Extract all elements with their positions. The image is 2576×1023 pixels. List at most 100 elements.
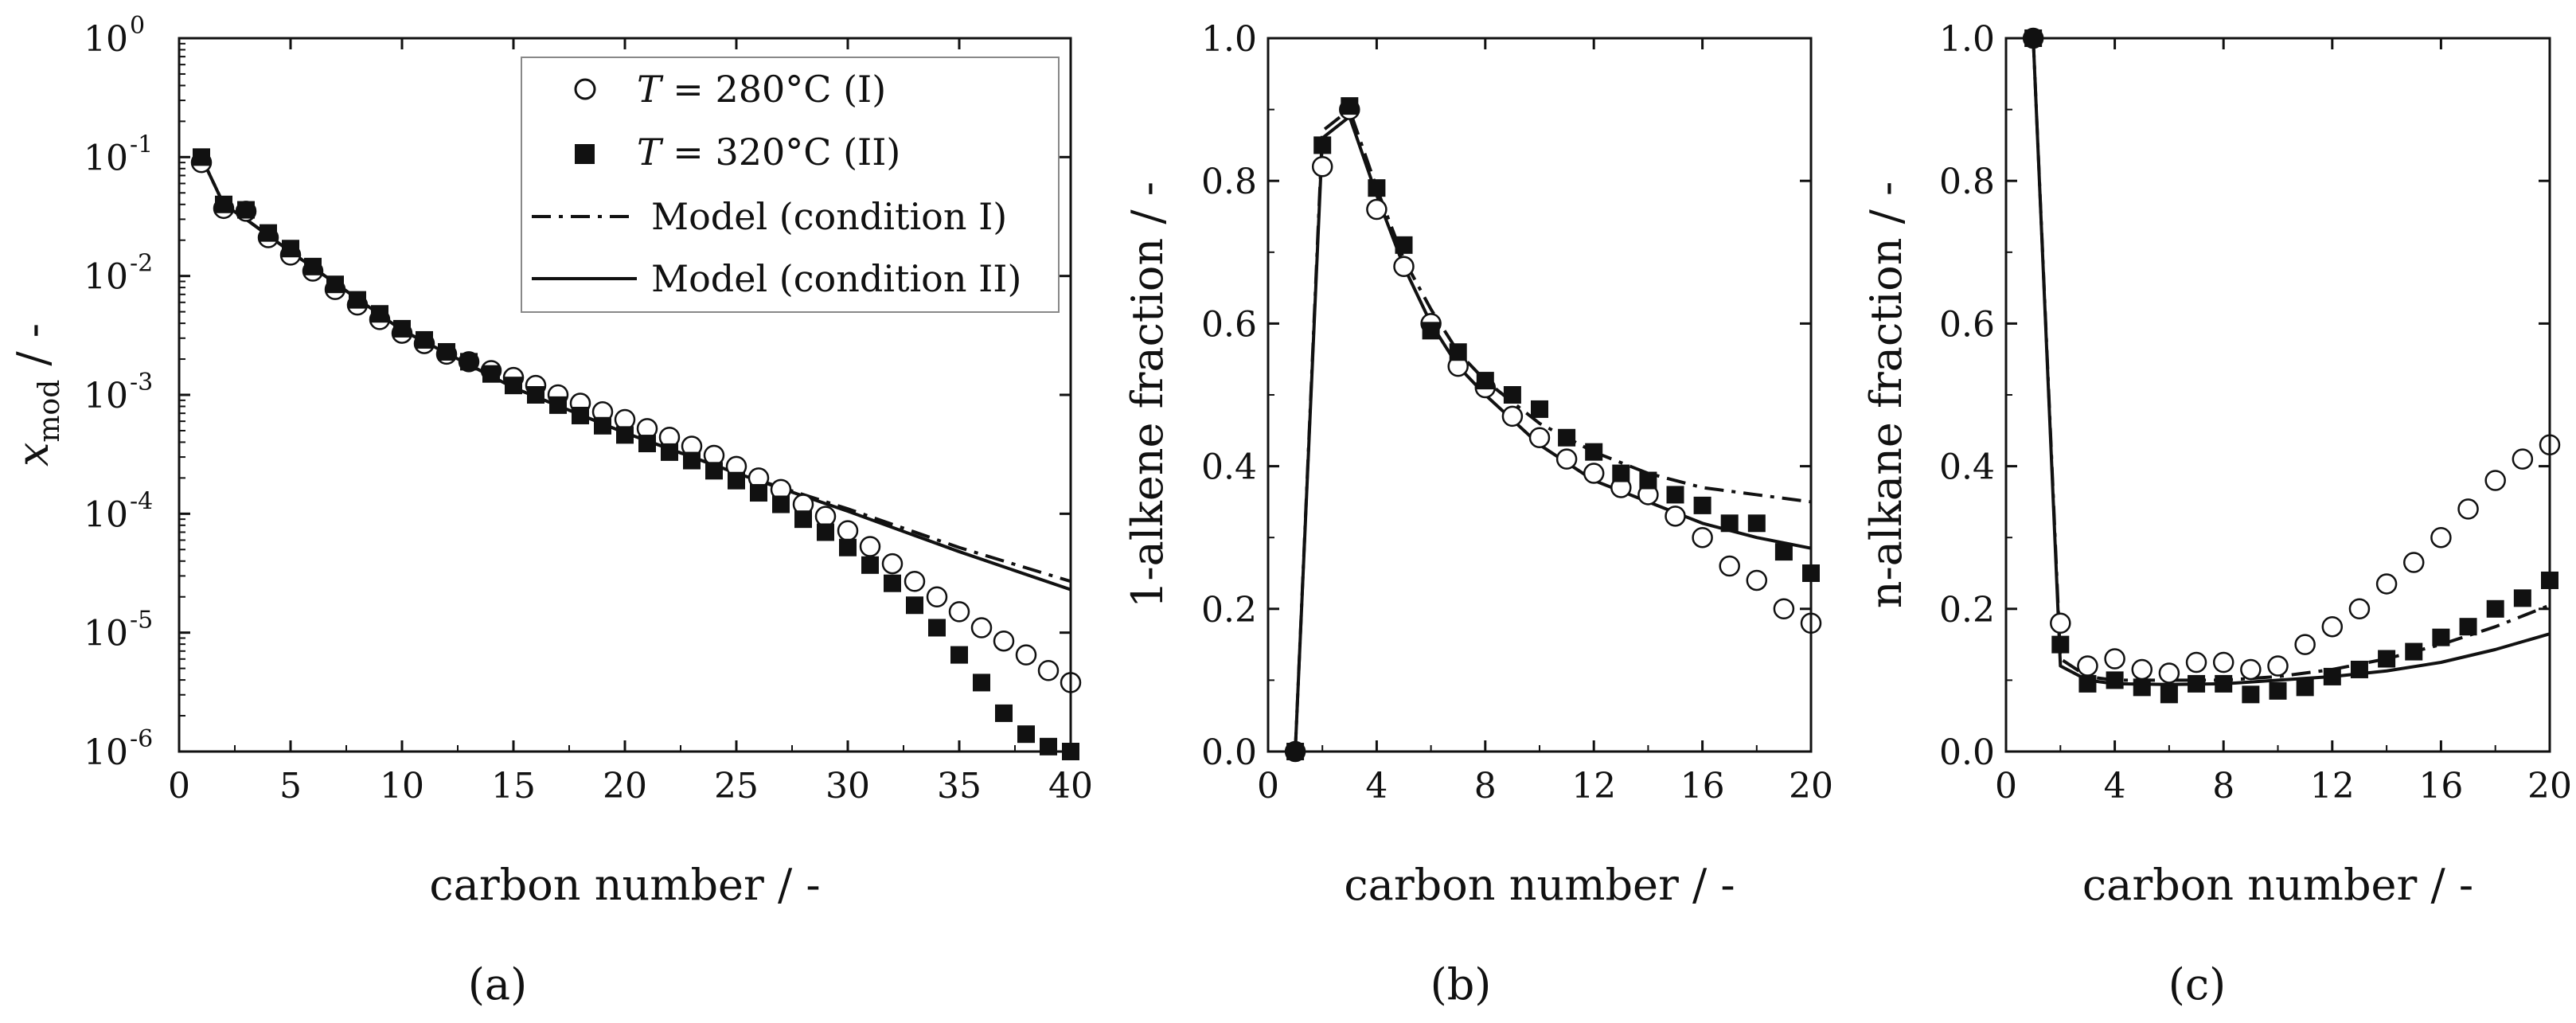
data-point-280: [814, 506, 837, 527]
data-point-320: [750, 484, 767, 502]
data-point-320: [728, 471, 745, 490]
data-point-320: [817, 523, 834, 541]
y-tick-label: 0.4: [1939, 447, 1995, 488]
data-point-280: [2104, 648, 2125, 670]
legend-label-model-2: Model (condition II): [651, 257, 1021, 300]
panel-c: 0 4 8 12 16 20 0.0 0.2 0.4 0.6 0.8 1.0 carbon number…: [1861, 19, 2572, 910]
data-point-280: [2321, 615, 2344, 638]
y-tick-label: 10: [84, 732, 128, 773]
data-point-320: [995, 704, 1013, 722]
data-point-280: [2212, 651, 2234, 674]
data-point-280: [1719, 555, 1740, 577]
x-tick-label: 20: [1789, 766, 1833, 806]
subfigure-label-b: (b): [1430, 959, 1492, 1009]
x-tick-label: 30: [825, 766, 870, 806]
data-point-280: [1692, 526, 1713, 549]
subfigure-label-c: (c): [2168, 959, 2226, 1009]
data-point-280: [1555, 448, 1578, 470]
legend-marker-filled-square: [575, 144, 595, 164]
data-point-320: [1341, 97, 1359, 115]
data-point-320: [1313, 136, 1332, 154]
data-point-320: [260, 224, 277, 242]
y-tick-exponent: -1: [130, 131, 153, 158]
y-tick-exponent: -3: [130, 369, 153, 396]
data-point-320: [705, 462, 723, 480]
x-axis-label: carbon number / -: [429, 860, 820, 910]
data-point-280: [926, 586, 948, 607]
data-point-320: [349, 291, 366, 309]
data-point-320: [638, 435, 656, 453]
data-point-320: [1476, 372, 1494, 390]
axes-frame: [2004, 37, 2551, 753]
data-point-320: [861, 556, 879, 574]
data-point-280: [993, 630, 1015, 652]
data-point-320: [1720, 514, 1739, 533]
data-point-320: [482, 365, 500, 383]
data-point-320: [1693, 496, 1711, 514]
data-point-280: [1037, 660, 1060, 681]
data-point-320: [371, 305, 388, 323]
data-point-320: [572, 406, 589, 424]
y-tick-label: 0.6: [1939, 304, 1995, 345]
y-tick-label: 10: [84, 614, 128, 654]
data-point-280: [2512, 448, 2534, 470]
data-point-320: [2160, 685, 2178, 704]
data-point-320: [2459, 618, 2477, 636]
axes-frame: [1267, 37, 1813, 753]
data-point-280: [904, 570, 926, 592]
data-point-320: [661, 443, 678, 461]
x-tick-label: 20: [2527, 766, 2572, 806]
x-axis-label: carbon number / -: [1344, 860, 1735, 910]
y-tick-label: 10: [84, 494, 128, 535]
data-point-320: [2269, 681, 2287, 700]
y-tick-label: 0.6: [1201, 304, 1257, 345]
data-point-320: [393, 319, 411, 338]
data-point-280: [970, 617, 993, 638]
data-point-280: [1773, 598, 1795, 620]
legend: T = 280°C (I) T = 320°C (II) Model (cond…: [521, 57, 1060, 313]
data-point-320: [1503, 386, 1521, 404]
y-axis-label: 1-alkene fraction / -: [1122, 182, 1173, 608]
y-tick-label: 1.0: [1939, 19, 1995, 60]
data-point-280: [2457, 498, 2479, 520]
data-point-280: [2348, 598, 2371, 620]
legend-label-280: T = 280°C (I): [637, 68, 886, 111]
data-point-280: [2375, 573, 2398, 595]
data-point-320: [1422, 322, 1440, 340]
data-point-320: [193, 148, 210, 166]
data-point-320: [527, 386, 544, 404]
data-point-280: [1366, 198, 1388, 221]
data-point-320: [794, 510, 812, 529]
data-point-320: [2188, 674, 2206, 693]
data-point-280: [1528, 427, 1551, 449]
data-point-320: [2350, 660, 2368, 678]
y-tick-label: 0.2: [1201, 590, 1257, 631]
legend-label-320: T = 320°C (II): [637, 131, 900, 174]
data-point-320: [505, 377, 522, 395]
x-tick-label: 35: [937, 766, 982, 806]
data-point-320: [2215, 674, 2233, 693]
data-point-320: [973, 674, 990, 692]
model-line-condition-II: [1294, 115, 1811, 752]
data-point-280: [2158, 662, 2180, 684]
data-point-320: [2378, 650, 2396, 668]
y-tick-exponent: -2: [130, 250, 153, 278]
data-point-320: [2432, 628, 2450, 646]
data-point-320: [2078, 674, 2097, 693]
data-point-320: [416, 330, 433, 349]
data-point-280: [859, 536, 881, 557]
data-point-320: [282, 240, 299, 258]
subfigure-label-a: (a): [468, 959, 527, 1009]
y-tick-label: 0.0: [1939, 732, 1995, 773]
data-point-280: [2403, 552, 2425, 573]
data-point-320: [1639, 471, 1657, 490]
data-point-280: [1311, 156, 1333, 178]
x-tick-label: 0: [168, 766, 190, 806]
model-line-condition-I: [1294, 107, 1811, 752]
data-point-280: [2267, 655, 2289, 677]
data-point-280: [2240, 658, 2262, 681]
y-tick-label: 0.0: [1201, 732, 1257, 773]
y-tick-label: 10: [84, 376, 128, 416]
data-point-280: [2131, 658, 2153, 681]
data-point-320: [2486, 599, 2504, 618]
